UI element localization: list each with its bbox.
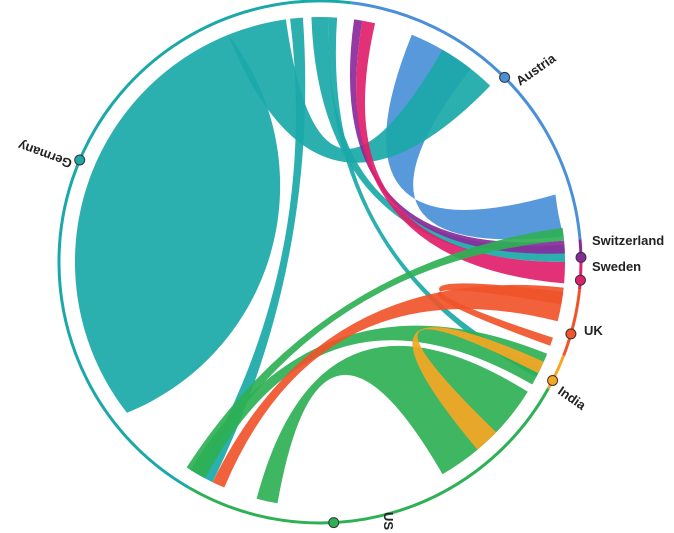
chord-germany-germany	[74, 34, 281, 413]
arc-india	[546, 354, 566, 390]
node-marker-us[interactable]	[328, 517, 340, 529]
node-label-austria: Austria	[513, 50, 559, 88]
arc-germany	[57, 0, 352, 490]
node-label-germany: Germany	[15, 138, 74, 172]
node-marker-germany[interactable]	[74, 154, 86, 166]
node-label-uk: UK	[584, 323, 603, 338]
node-marker-uk[interactable]	[565, 328, 577, 340]
chord-germany-austria	[228, 19, 491, 163]
node-label-sweden: Sweden	[592, 259, 641, 274]
chord-india-us	[412, 327, 544, 450]
node-marker-switzerland[interactable]	[575, 251, 587, 263]
node-marker-sweden[interactable]	[574, 274, 586, 286]
arc-uk	[562, 289, 582, 357]
node-marker-india[interactable]	[547, 375, 559, 386]
node-marker-austria[interactable]	[499, 71, 511, 83]
node-label-switzerland: Switzerland	[592, 233, 664, 248]
chord-uk-us	[212, 284, 564, 488]
node-label-us: US	[381, 512, 396, 530]
node-markers	[74, 71, 587, 529]
chord-sweden-austria	[356, 20, 566, 284]
chord-us-us	[256, 345, 528, 504]
chords-layer	[74, 16, 566, 504]
node-label-india: India	[555, 383, 589, 413]
arc-us	[188, 387, 550, 525]
